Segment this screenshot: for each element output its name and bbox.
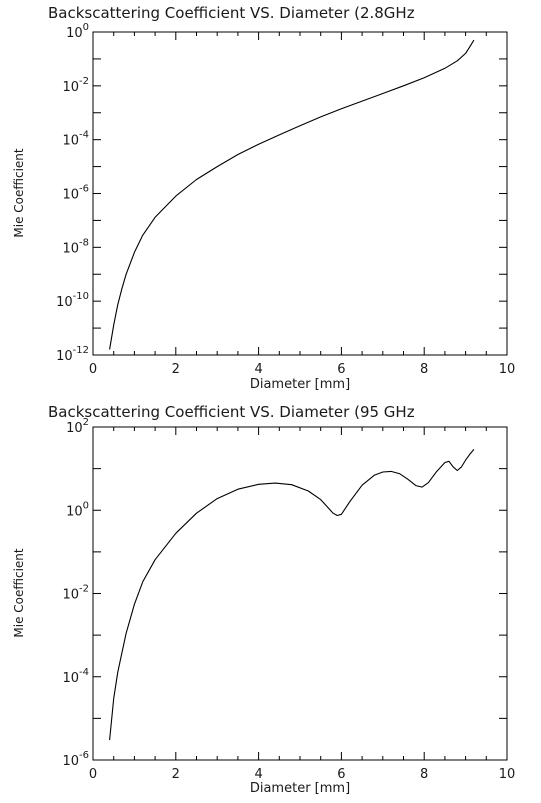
- x-tick-label: 2: [172, 767, 180, 782]
- x-tick-label: 0: [89, 767, 97, 782]
- x-tick-labels: 0 2 4 6 8 10: [89, 767, 515, 782]
- x-tick-label: 4: [254, 767, 262, 782]
- x-tick-labels: 0 2 4 6 8 10: [89, 362, 515, 377]
- y-tick-label: 10-2: [62, 76, 89, 95]
- y-tick-label: 10-4: [62, 130, 89, 149]
- series-line: [109, 39, 475, 350]
- axes-frame: [92, 426, 508, 761]
- x-tick-label: 2: [172, 362, 180, 377]
- tick-marks: [92, 426, 508, 761]
- y-tick-label: 100: [66, 500, 89, 519]
- x-tick-label: 0: [89, 362, 97, 377]
- y-tick-label: 102: [66, 417, 89, 436]
- x-tick-label: 4: [254, 362, 262, 377]
- y-tick-label: 10-10: [56, 291, 89, 310]
- x-tick-label: 6: [337, 362, 345, 377]
- x-tick-label: 6: [337, 767, 345, 782]
- x-axis-label: Diameter [mm]: [250, 377, 350, 392]
- y-tick-label: 100: [66, 22, 89, 41]
- plot-area: 0 2 4 6 8 10 102 100 10-2 10-4 10-6: [62, 417, 515, 782]
- x-tick-label: 8: [420, 362, 428, 377]
- y-tick-label: 10-6: [62, 184, 89, 203]
- y-tick-labels: 102 100 10-2 10-4 10-6: [62, 417, 89, 769]
- chart-title: Backscattering Coefficient VS. Diameter …: [48, 4, 415, 22]
- y-axis-label: Mie Coefficient: [12, 148, 26, 238]
- tick-marks: [92, 31, 508, 356]
- y-tick-labels: 100 10-2 10-4 10-6 10-8 10-10 10-12: [56, 22, 89, 364]
- plot-area: 0 2 4 6 8 10 100 10-2 10-4 10-6 10-8 10-…: [56, 22, 515, 377]
- x-tick-label: 10: [499, 767, 516, 782]
- y-tick-label: 10-12: [56, 345, 89, 364]
- y-tick-label: 10-8: [62, 237, 89, 256]
- chart-panel-2p8ghz: Backscattering Coefficient VS. Diameter …: [12, 4, 515, 392]
- y-tick-label: 10-6: [62, 750, 89, 769]
- chart-panel-95ghz: Backscattering Coefficient VS. Diameter …: [12, 403, 515, 796]
- chart-title: Backscattering Coefficient VS. Diameter …: [48, 403, 415, 421]
- x-tick-label: 8: [420, 767, 428, 782]
- x-axis-label: Diameter [mm]: [250, 781, 350, 796]
- series-line: [109, 449, 475, 741]
- y-axis-label: Mie Coefficient: [12, 548, 26, 638]
- axes-frame: [92, 31, 508, 356]
- x-tick-label: 10: [499, 362, 516, 377]
- y-tick-label: 10-2: [62, 584, 89, 603]
- y-tick-label: 10-4: [62, 667, 89, 686]
